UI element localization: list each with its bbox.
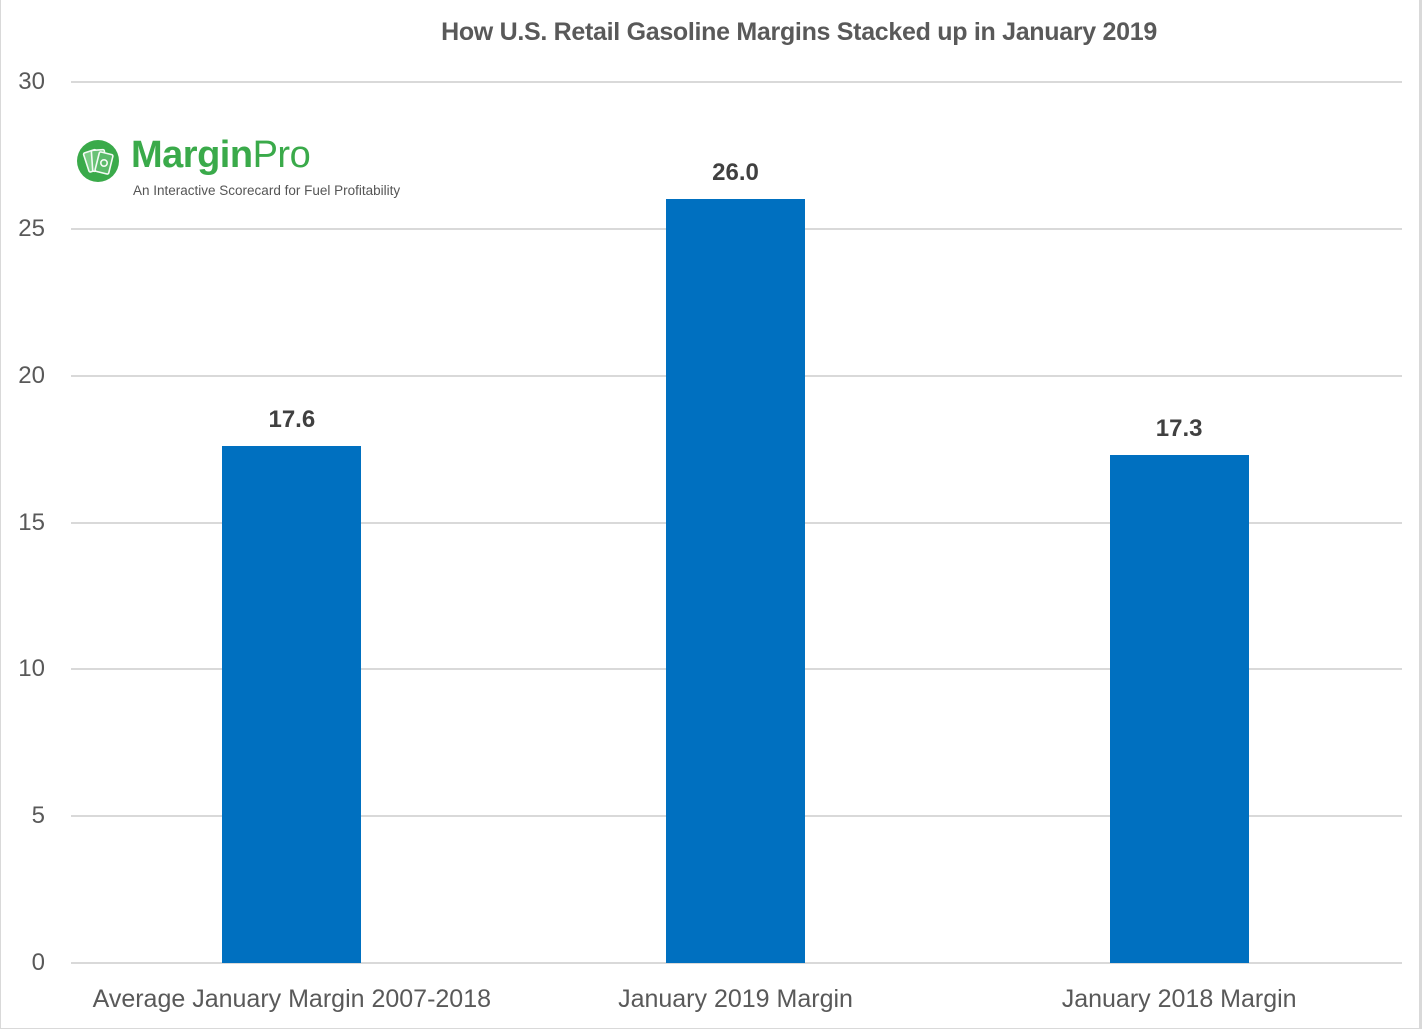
bar <box>1109 454 1249 963</box>
y-tick-label: 15 <box>18 508 45 536</box>
bar <box>666 199 805 963</box>
bar <box>222 446 362 963</box>
y-tick-label: 0 <box>31 949 45 976</box>
money-bills-icon <box>77 140 119 182</box>
chart-title: How U.S. Retail Gasoline Margins Stacked… <box>441 18 1157 46</box>
y-tick-label: 25 <box>18 214 45 242</box>
gridline <box>71 962 1402 964</box>
x-category-label: Average January Margin 2007-2018 <box>92 985 492 1013</box>
bar-value-label: 17.3 <box>1155 414 1203 442</box>
gridline <box>71 81 1402 83</box>
logo-name-bold: Margin <box>131 134 253 176</box>
y-tick-label: 5 <box>31 802 45 830</box>
logo-name-light: Pro <box>252 134 311 176</box>
y-tick-label: 20 <box>18 361 45 389</box>
logo-tagline: An Interactive Scorecard for Fuel Profit… <box>133 183 401 198</box>
bar-value-label: 17.6 <box>268 406 316 434</box>
x-category-label: January 2018 Margin <box>1061 985 1297 1013</box>
logo-wordmark: MarginPro <box>131 134 311 177</box>
y-tick-label: 30 <box>18 68 45 95</box>
y-tick-label: 10 <box>18 655 45 683</box>
bar-value-label: 26.0 <box>712 159 759 187</box>
x-category-label: January 2019 Margin <box>618 985 853 1013</box>
